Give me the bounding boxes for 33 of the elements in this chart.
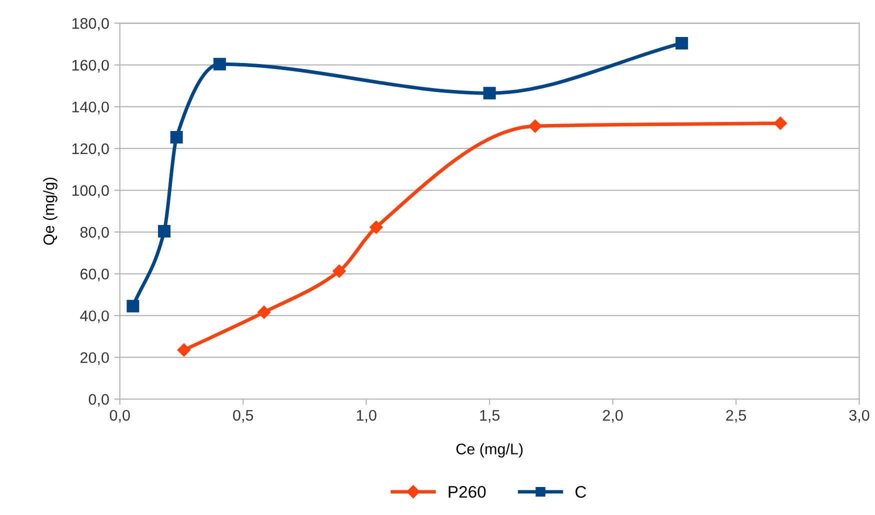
x-tick-label: 1,0 bbox=[356, 410, 376, 423]
point bbox=[158, 224, 170, 238]
point bbox=[676, 36, 688, 50]
y-tick-label: 140,0 bbox=[72, 102, 109, 114]
point bbox=[257, 306, 271, 319]
point bbox=[126, 300, 140, 312]
y-tick-label: 160,0 bbox=[72, 60, 109, 72]
point bbox=[332, 264, 346, 278]
y-tick-label: 20,0 bbox=[80, 352, 109, 365]
point bbox=[528, 120, 542, 133]
y-tick-label: 40,0 bbox=[80, 310, 109, 324]
x-tick-label: 1,5 bbox=[480, 410, 500, 423]
legend-label: C bbox=[576, 486, 586, 498]
x-axis-title: Ce (mg/L) bbox=[456, 443, 523, 458]
x-tick-label: 3,0 bbox=[849, 410, 870, 423]
point bbox=[170, 130, 183, 144]
x-tick-label: 2,0 bbox=[602, 410, 623, 423]
y-axis-title: Qe (mg/g) bbox=[43, 178, 58, 245]
y-tick-label: 180,0 bbox=[72, 18, 109, 31]
legend-label: P260 bbox=[448, 486, 486, 498]
y-tick-label: 0,0 bbox=[88, 394, 109, 407]
x-tick-label: 0,5 bbox=[233, 410, 254, 423]
point bbox=[177, 343, 191, 357]
y-tick-label: 100,0 bbox=[72, 185, 109, 198]
x-tick-label: 2,5 bbox=[726, 410, 746, 423]
point bbox=[213, 58, 226, 70]
point bbox=[483, 86, 496, 100]
x-tick-label: 0,0 bbox=[110, 410, 130, 423]
point bbox=[774, 116, 787, 130]
point bbox=[370, 220, 383, 234]
y-tick-label: 120,0 bbox=[72, 143, 109, 156]
y-tick-label: 60,0 bbox=[80, 268, 109, 282]
y-tick-label: 80,0 bbox=[80, 226, 109, 240]
